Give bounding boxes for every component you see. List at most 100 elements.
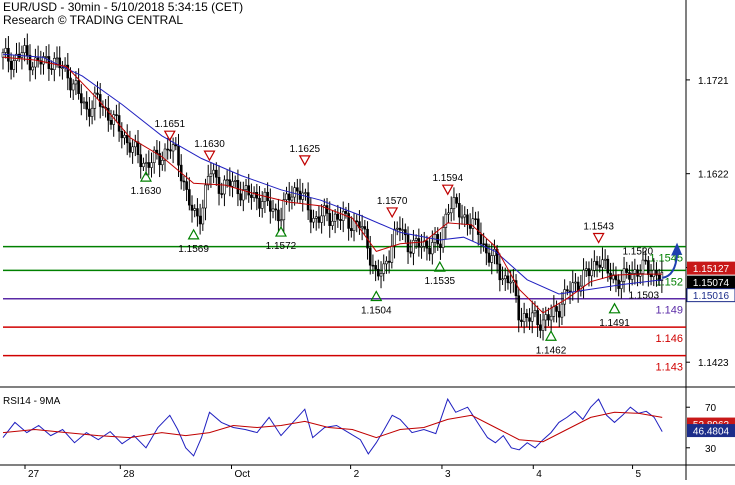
x-tick-label: Oct: [234, 469, 250, 480]
candle-body: [539, 324, 542, 331]
candle-body: [166, 148, 170, 151]
price-badge: [687, 261, 735, 275]
candle-body: [344, 210, 348, 214]
candle-body: [82, 101, 86, 104]
candle-body: [390, 245, 394, 263]
candle-body: [533, 310, 537, 314]
candle-body: [193, 208, 197, 211]
candle-body: [206, 176, 210, 186]
candle-body: [255, 192, 259, 199]
candle-body: [77, 80, 80, 94]
candle-body: [447, 212, 450, 215]
level-callout: 1.1503: [628, 290, 659, 301]
candle-body: [204, 184, 207, 209]
high-label: 1.1543: [583, 222, 614, 233]
candle-body: [614, 274, 618, 281]
candle-body: [633, 269, 637, 274]
candle-body: [277, 209, 280, 222]
candle-body: [560, 303, 564, 318]
high-marker-icon: [386, 207, 399, 219]
research-credit: Research © TRADING CENTRAL: [3, 13, 183, 27]
candle-body: [31, 66, 35, 71]
candle-body: [279, 219, 283, 222]
timestamp-label: 5/10/2018 5:34:15 (CET): [111, 0, 244, 14]
candle-body: [636, 269, 639, 277]
candle-body: [593, 261, 596, 271]
candle-body: [58, 57, 62, 69]
candle-body: [617, 279, 620, 289]
candle-body: [42, 56, 45, 65]
candle-body: [20, 52, 24, 58]
low-marker-icon: [139, 170, 152, 182]
candle-body: [374, 265, 377, 270]
candle-body: [571, 282, 575, 293]
candle-body: [152, 149, 156, 163]
candle-body: [285, 193, 288, 200]
candle-body: [314, 216, 318, 219]
candle-body: [528, 317, 531, 322]
candle-body: [506, 275, 510, 284]
forecast-arrow: [661, 252, 679, 279]
candle-body: [233, 180, 237, 182]
candle-body: [190, 204, 194, 211]
candle-body: [444, 213, 448, 228]
candle-body: [123, 134, 126, 139]
candle-body: [44, 56, 48, 58]
rsi-line: [2, 397, 663, 457]
candle-body: [401, 229, 404, 231]
candle-body: [50, 68, 53, 70]
low-label: 1.1572: [266, 241, 297, 252]
candle-body: [287, 193, 291, 201]
candle-body: [414, 238, 418, 241]
candle-body: [655, 270, 658, 276]
candle-body: [557, 311, 561, 318]
high-label: 1.1570: [377, 196, 408, 207]
candle-body: [363, 226, 367, 230]
candle-body: [503, 275, 507, 280]
candle-body: [134, 141, 137, 148]
candle-body: [128, 142, 132, 153]
candle-body: [522, 313, 526, 322]
candle-body: [412, 240, 415, 254]
candle-body: [417, 238, 421, 248]
candle-body: [71, 83, 75, 91]
candle-body: [476, 218, 480, 235]
candle-body: [242, 189, 245, 201]
x-tick-label: 3: [445, 469, 451, 480]
candle-body: [325, 205, 329, 214]
candle-body: [425, 240, 429, 249]
high-marker-icon: [203, 150, 216, 162]
candle-body: [188, 189, 191, 206]
candle-body: [171, 144, 175, 152]
level-label: 1.143: [655, 362, 683, 374]
candle-body: [341, 210, 345, 221]
price-badge-label: 1.15016: [693, 291, 730, 302]
candle-body: [296, 187, 299, 192]
candle-body: [574, 281, 577, 284]
candle-body: [449, 208, 453, 214]
candle-body: [150, 162, 153, 168]
candle-body: [223, 179, 226, 195]
candle-body: [252, 192, 256, 198]
candle-body: [431, 242, 434, 255]
candle-body: [15, 53, 18, 62]
price-badge-label: 1.15127: [693, 264, 730, 275]
timeframe-label: 30min: [67, 0, 101, 14]
price-badge: [687, 275, 735, 289]
candle-body: [290, 196, 294, 201]
candle-body: [136, 141, 140, 155]
candle-body: [304, 192, 307, 194]
candle-body: [317, 216, 321, 223]
price-badge: [686, 288, 735, 303]
level-label: 1.149: [655, 305, 683, 317]
low-label: 1.1569: [178, 244, 209, 255]
high-marker-icon: [441, 184, 454, 196]
candle-body: [269, 200, 272, 212]
low-label: 1.1462: [536, 345, 567, 356]
candle-body: [34, 57, 37, 68]
candle-body: [647, 260, 650, 275]
x-tick-label: 28: [123, 469, 135, 480]
candle-body: [525, 313, 529, 319]
candle-body: [452, 197, 456, 209]
